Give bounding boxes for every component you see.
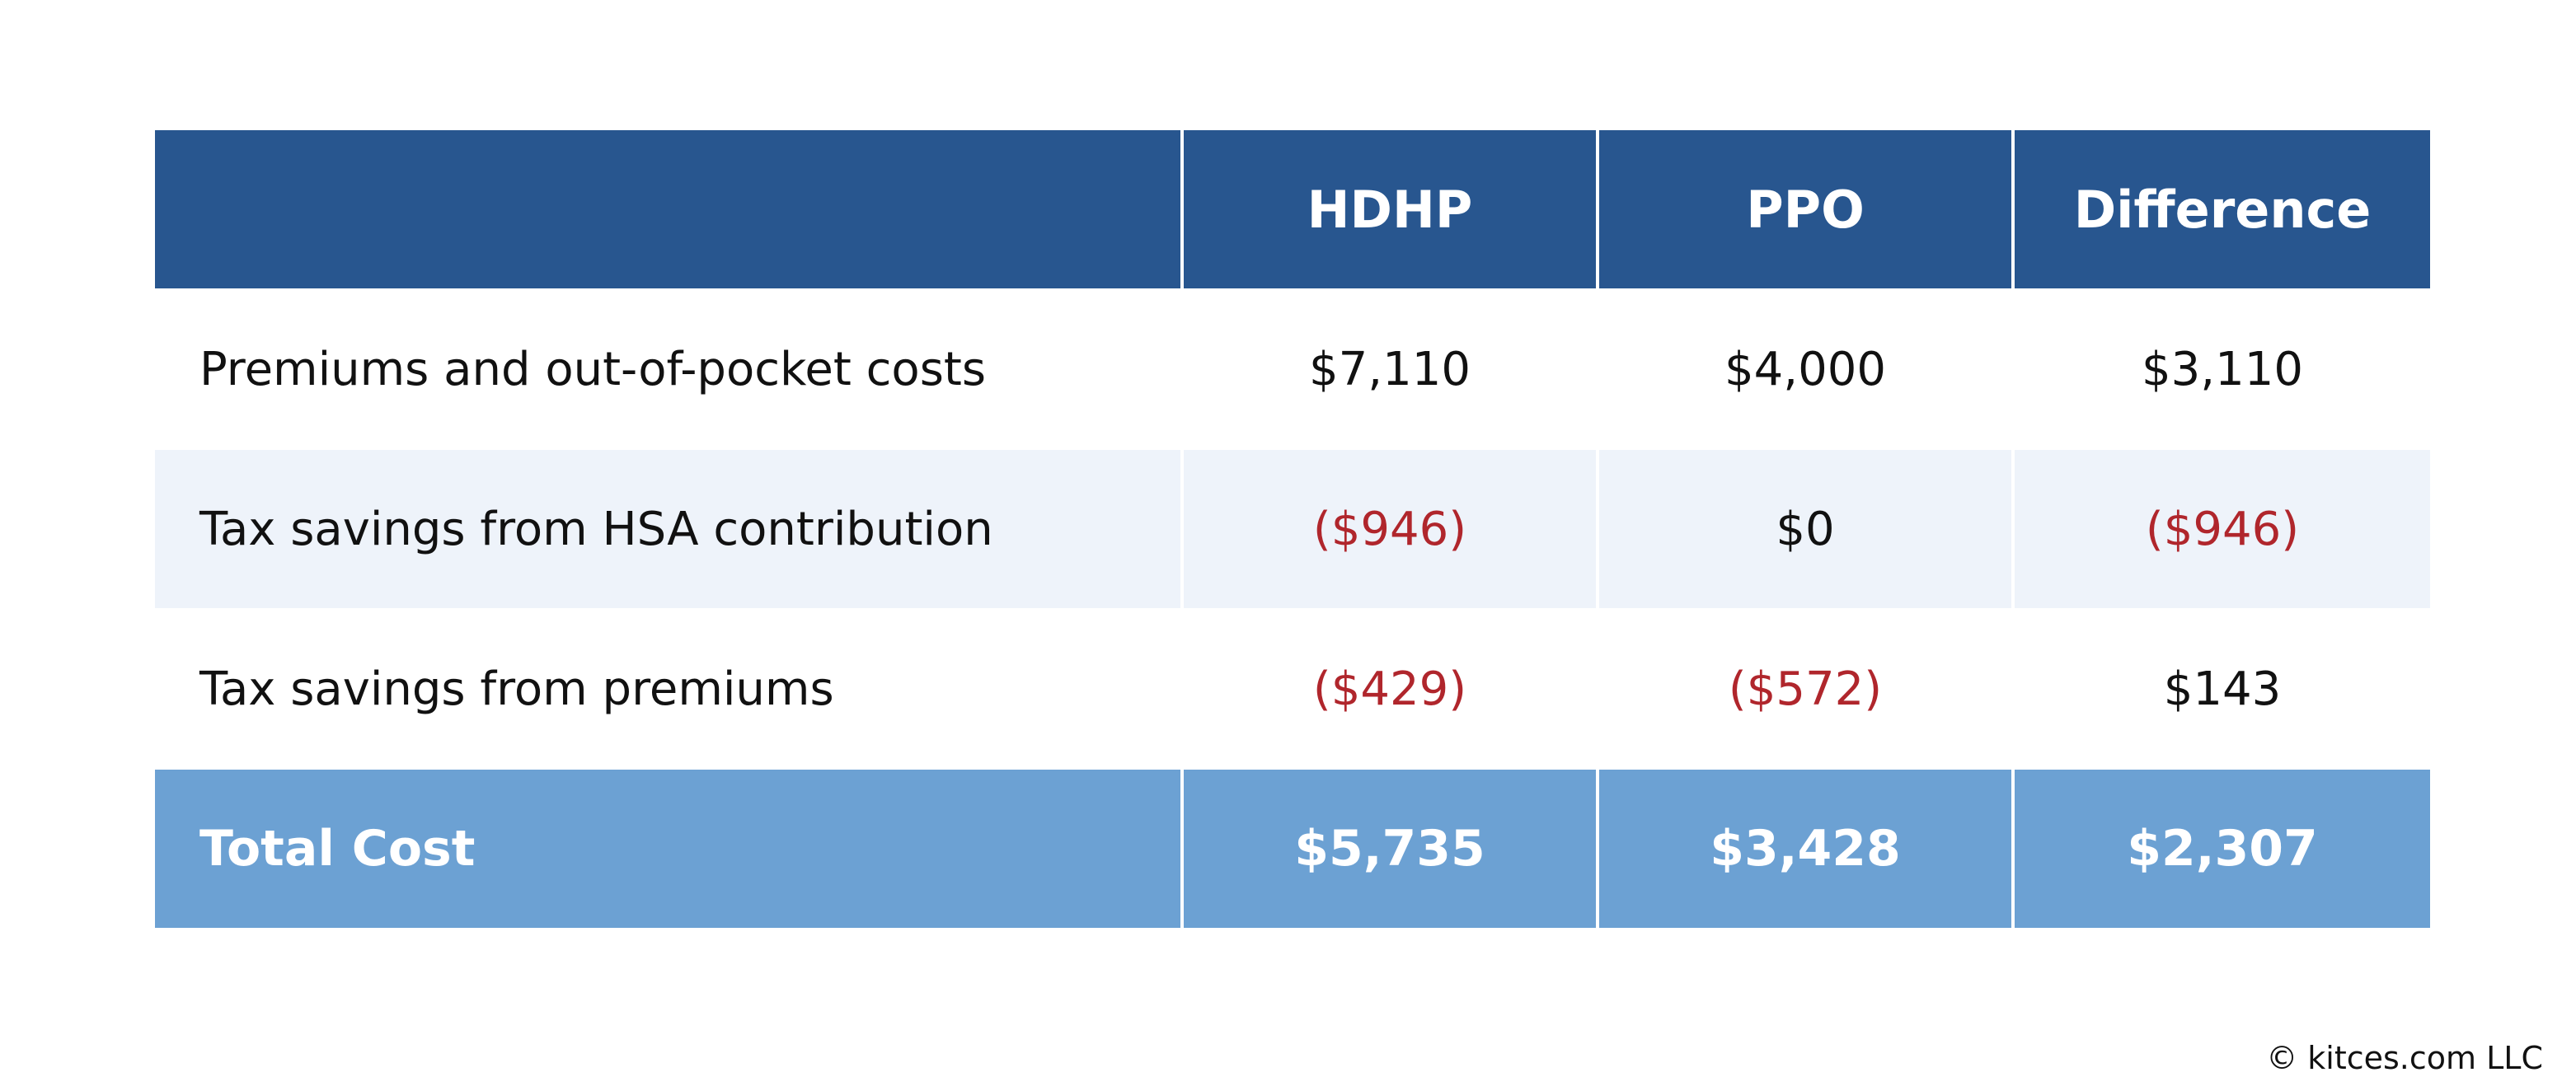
total-label: Total Cost (155, 770, 1180, 928)
difference-value: ($946) (2015, 450, 2430, 608)
table-row: Tax savings from HSA contribution ($946)… (155, 450, 2430, 608)
total-difference-value: $2,307 (2015, 770, 2430, 928)
difference-value: $143 (2015, 610, 2430, 768)
ppo-value: ($572) (1599, 610, 2011, 768)
table-header-row: HDHP PPO Difference (155, 130, 2430, 288)
table-row: Tax savings from premiums ($429) ($572) … (155, 610, 2430, 768)
difference-value: $3,110 (2015, 290, 2430, 448)
row-label: Tax savings from premiums (155, 610, 1180, 768)
ppo-value: $4,000 (1599, 290, 2011, 448)
table-row: Premiums and out-of-pocket costs $7,110 … (155, 290, 2430, 448)
hdhp-value: ($946) (1184, 450, 1596, 608)
total-ppo-value: $3,428 (1599, 770, 2011, 928)
total-row: Total Cost $5,735 $3,428 $2,307 (155, 770, 2430, 928)
header-blank-cell (155, 130, 1180, 288)
hdhp-value: $7,110 (1184, 290, 1596, 448)
total-hdhp-value: $5,735 (1184, 770, 1596, 928)
cost-comparison-table: HDHP PPO Difference Premiums and out-of-… (155, 130, 2430, 928)
row-label: Premiums and out-of-pocket costs (155, 290, 1180, 448)
ppo-value: $0 (1599, 450, 2011, 608)
hdhp-value: ($429) (1184, 610, 1596, 768)
row-label: Tax savings from HSA contribution (155, 450, 1180, 608)
copyright-notice: © kitces.com LLC (2266, 1040, 2543, 1076)
header-difference: Difference (2015, 130, 2430, 288)
header-ppo: PPO (1599, 130, 2011, 288)
header-hdhp: HDHP (1184, 130, 1596, 288)
